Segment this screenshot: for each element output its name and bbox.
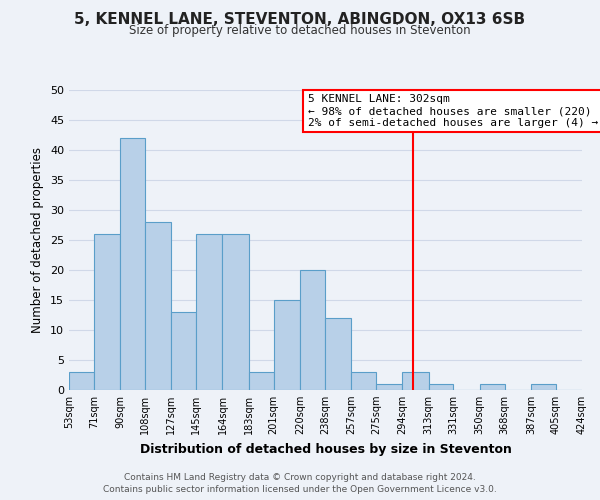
Bar <box>249 372 274 390</box>
Bar <box>196 234 223 390</box>
Bar <box>479 384 505 390</box>
Bar <box>531 384 556 390</box>
Bar <box>172 312 196 390</box>
Text: Contains HM Land Registry data © Crown copyright and database right 2024.: Contains HM Land Registry data © Crown c… <box>124 472 476 482</box>
Text: Contains public sector information licensed under the Open Government Licence v3: Contains public sector information licen… <box>103 485 497 494</box>
Y-axis label: Number of detached properties: Number of detached properties <box>31 147 44 333</box>
Text: 5, KENNEL LANE, STEVENTON, ABINGDON, OX13 6SB: 5, KENNEL LANE, STEVENTON, ABINGDON, OX1… <box>74 12 526 28</box>
Bar <box>120 138 145 390</box>
Bar <box>428 384 454 390</box>
X-axis label: Distribution of detached houses by size in Steventon: Distribution of detached houses by size … <box>140 442 511 456</box>
Text: Size of property relative to detached houses in Steventon: Size of property relative to detached ho… <box>129 24 471 37</box>
Bar <box>145 222 172 390</box>
Bar <box>402 372 428 390</box>
Bar <box>300 270 325 390</box>
Bar <box>69 372 94 390</box>
Bar <box>376 384 402 390</box>
Bar <box>351 372 376 390</box>
Text: 5 KENNEL LANE: 302sqm
← 98% of detached houses are smaller (220)
2% of semi-deta: 5 KENNEL LANE: 302sqm ← 98% of detached … <box>308 94 598 128</box>
Bar <box>223 234 249 390</box>
Bar <box>325 318 351 390</box>
Bar <box>94 234 120 390</box>
Bar <box>274 300 300 390</box>
